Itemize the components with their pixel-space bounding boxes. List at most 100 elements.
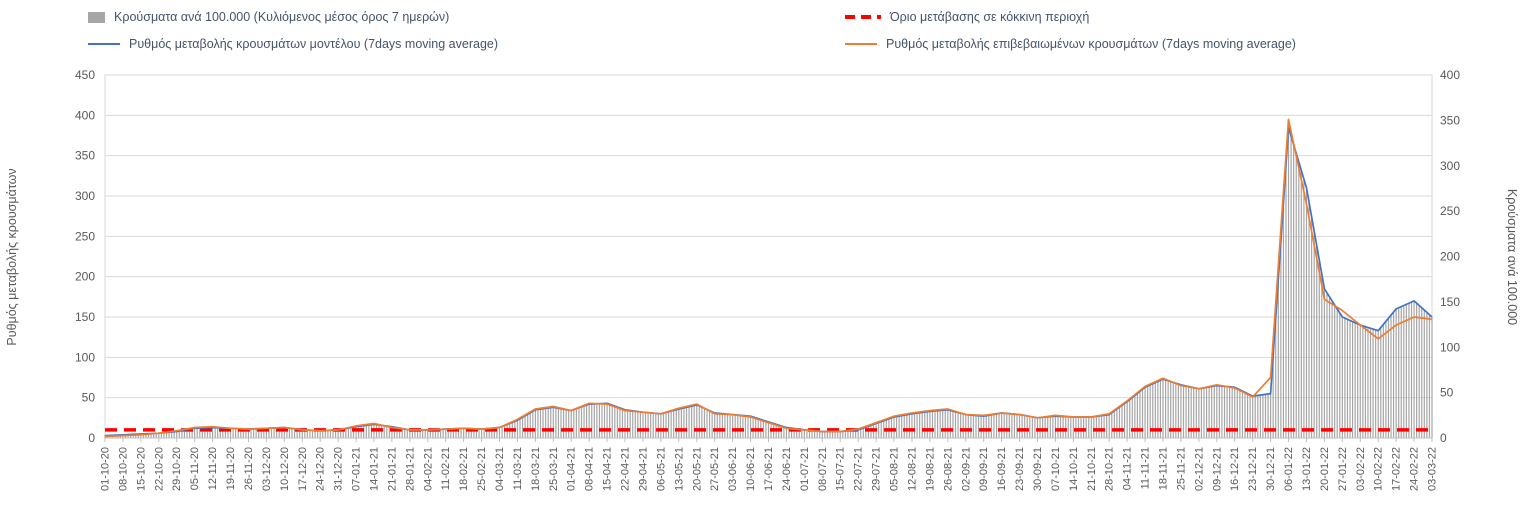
svg-text:50: 50 [1440,386,1454,400]
svg-text:16-12-21: 16-12-21 [1229,447,1241,491]
svg-text:02-12-21: 02-12-21 [1193,447,1205,491]
svg-text:26-08-21: 26-08-21 [942,447,954,491]
svg-text:0: 0 [88,431,95,445]
svg-text:350: 350 [1440,113,1460,127]
svg-text:400: 400 [1440,68,1460,82]
svg-text:24-06-21: 24-06-21 [781,447,793,491]
svg-text:10-12-20: 10-12-20 [279,447,291,491]
svg-text:11-03-21: 11-03-21 [512,447,524,490]
bars-cases-per-100k [104,126,1433,439]
right-axis-title: Κρούσματα ανά 100.000 [1505,189,1519,325]
model-line-swatch-icon [88,42,120,46]
svg-text:23-12-21: 23-12-21 [1247,447,1259,491]
svg-text:07-01-21: 07-01-21 [351,447,363,491]
svg-text:25-03-21: 25-03-21 [548,447,560,491]
svg-text:17-02-22: 17-02-22 [1391,447,1403,491]
svg-text:03-06-21: 03-06-21 [727,447,739,491]
svg-text:09-12-21: 09-12-21 [1211,447,1223,491]
svg-text:01-04-21: 01-04-21 [566,447,578,491]
threshold-line-swatch-icon [845,15,881,19]
legend-label-model-line: Ρυθμός μεταβολής κρουσμάτων μοντέλου (7d… [129,37,499,51]
svg-text:12-08-21: 12-08-21 [907,447,919,491]
svg-text:250: 250 [75,229,95,243]
svg-text:29-04-21: 29-04-21 [638,447,650,491]
svg-text:08-07-21: 08-07-21 [817,447,829,491]
svg-text:22-04-21: 22-04-21 [620,447,632,491]
bar-series-swatch-icon [88,11,105,23]
confirmed-line-swatch-icon [845,42,877,46]
svg-text:17-06-21: 17-06-21 [763,447,775,491]
svg-text:03-02-22: 03-02-22 [1355,447,1367,491]
svg-text:08-10-20: 08-10-20 [117,447,129,491]
svg-text:19-08-21: 19-08-21 [924,447,936,491]
svg-text:26-11-20: 26-11-20 [243,447,255,490]
svg-text:04-03-21: 04-03-21 [494,447,506,491]
svg-text:30-09-21: 30-09-21 [1032,447,1044,491]
svg-text:11-02-21: 11-02-21 [440,447,452,490]
svg-text:13-05-21: 13-05-21 [673,447,685,491]
svg-text:04-02-21: 04-02-21 [422,447,434,491]
svg-text:25-02-21: 25-02-21 [476,447,488,491]
svg-text:19-11-20: 19-11-20 [225,447,237,490]
svg-text:25-11-21: 25-11-21 [1175,447,1187,490]
line-confirmed-rate [104,118,1433,438]
svg-text:15-10-20: 15-10-20 [135,447,147,491]
gridlines [104,74,1433,439]
chart-legend: Κρούσματα ανά 100.000 (Κυλιόμενος μέσος … [0,0,1522,62]
left-axis-labels: 0 50 100 150 200 250 300 350 400 450 [75,68,95,445]
svg-text:23-09-21: 23-09-21 [1014,447,1026,491]
svg-text:08-04-21: 08-04-21 [584,447,596,491]
svg-text:28-01-21: 28-01-21 [404,447,416,491]
legend-label-threshold: Όριο μετάβασης σε κόκκινη περιοχή [890,10,1090,24]
svg-text:03-12-20: 03-12-20 [261,447,273,491]
legend-label-cases-bars: Κρούσματα ανά 100.000 (Κυλιόμενος μέσος … [114,10,450,24]
svg-text:18-11-21: 18-11-21 [1158,447,1170,490]
svg-text:22-10-20: 22-10-20 [153,447,165,491]
svg-text:09-09-21: 09-09-21 [978,447,990,491]
svg-text:21-10-21: 21-10-21 [1086,447,1098,491]
svg-text:27-01-22: 27-01-22 [1337,447,1349,491]
svg-text:100: 100 [75,350,95,364]
svg-text:02-09-21: 02-09-21 [960,447,972,491]
svg-text:350: 350 [75,149,95,163]
legend-item-cases-bars: Κρούσματα ανά 100.000 (Κυλιόμενος μέσος … [88,10,449,24]
legend-label-confirmed-line: Ρυθμός μεταβολής επιβεβαιωμένων κρουσμάτ… [886,37,1296,51]
line-model-rate [104,126,1433,437]
svg-text:06-01-22: 06-01-22 [1283,447,1295,491]
svg-text:14-10-21: 14-10-21 [1068,447,1080,491]
svg-text:04-11-21: 04-11-21 [1122,447,1134,490]
legend-item-threshold: Όριο μετάβασης σε κόκκινη περιοχή [845,10,1089,24]
svg-text:150: 150 [1440,295,1460,309]
svg-text:20-05-21: 20-05-21 [691,447,703,491]
svg-text:0: 0 [1440,431,1447,445]
svg-text:05-08-21: 05-08-21 [889,447,901,491]
svg-text:300: 300 [75,189,95,203]
svg-text:250: 250 [1440,204,1460,218]
svg-text:15-07-21: 15-07-21 [835,447,847,491]
legend-item-model-line: Ρυθμός μεταβολής κρουσμάτων μοντέλου (7d… [88,37,498,51]
svg-text:29-10-20: 29-10-20 [171,447,183,491]
svg-text:11-11-21: 11-11-21 [1140,447,1152,489]
svg-text:31-12-20: 31-12-20 [333,447,345,491]
svg-text:450: 450 [75,68,95,82]
svg-text:10-06-21: 10-06-21 [745,447,757,491]
svg-text:20-01-22: 20-01-22 [1319,447,1331,491]
left-axis-title: Ρυθμός μεταβολής κρουσμάτων [5,168,19,345]
svg-text:01-07-21: 01-07-21 [799,447,811,491]
legend-item-confirmed-line: Ρυθμός μεταβολής επιβεβαιωμένων κρουσμάτ… [845,37,1296,51]
svg-text:17-12-20: 17-12-20 [297,447,309,491]
svg-text:300: 300 [1440,159,1460,173]
svg-text:10-02-22: 10-02-22 [1373,447,1385,491]
svg-text:29-07-21: 29-07-21 [871,447,883,491]
svg-text:150: 150 [75,310,95,324]
svg-text:06-05-21: 06-05-21 [655,447,667,491]
svg-text:200: 200 [75,270,95,284]
svg-text:400: 400 [75,108,95,122]
svg-text:12-11-20: 12-11-20 [207,447,219,490]
svg-text:50: 50 [82,391,96,405]
svg-text:01-10-20: 01-10-20 [100,447,112,491]
svg-text:28-10-21: 28-10-21 [1104,447,1116,491]
svg-text:07-10-21: 07-10-21 [1050,447,1062,491]
